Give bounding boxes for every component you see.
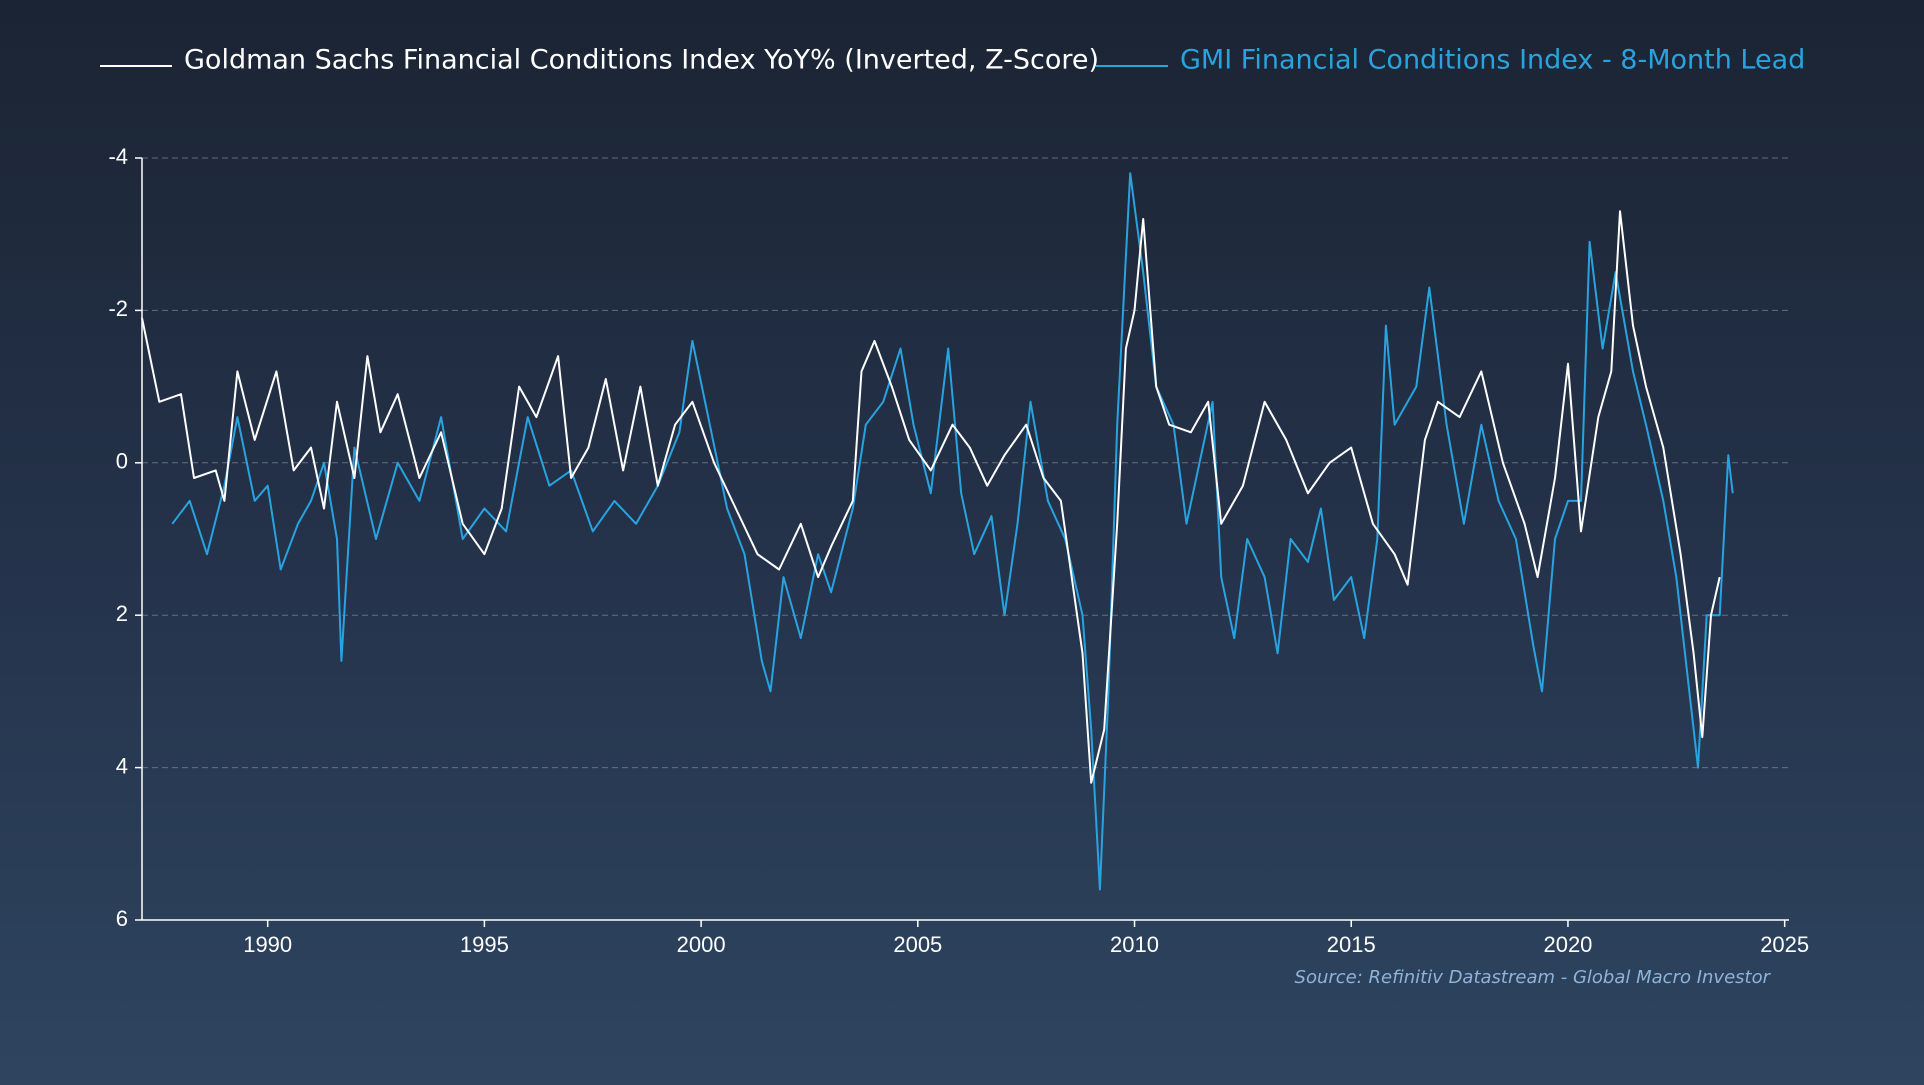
series-line [141,210,1721,784]
x-tick-label: 1995 [460,932,509,957]
x-tick-label: 2020 [1543,932,1592,957]
y-tick-label: -4 [108,144,128,169]
x-tick-label: 2025 [1760,932,1809,957]
legend-label: Goldman Sachs Financial Conditions Index… [184,45,1099,76]
y-tick-label: 4 [116,753,128,778]
y-tick-label: -2 [108,296,128,321]
y-tick-label: 2 [116,601,128,626]
x-tick-label: 1990 [243,932,292,957]
source-note: Source: Refinitiv Datastream - Global Ma… [1295,967,1772,988]
x-tick-label: 2015 [1327,932,1376,957]
x-tick-label: 2000 [677,932,726,957]
y-tick-label: 6 [116,906,128,931]
x-tick-label: 2010 [1110,932,1159,957]
legend-label: GMI Financial Conditions Index - 8-Month… [1180,45,1805,76]
x-tick-label: 2005 [893,932,942,957]
y-tick-label: 0 [116,449,128,474]
series-line [171,172,1734,891]
